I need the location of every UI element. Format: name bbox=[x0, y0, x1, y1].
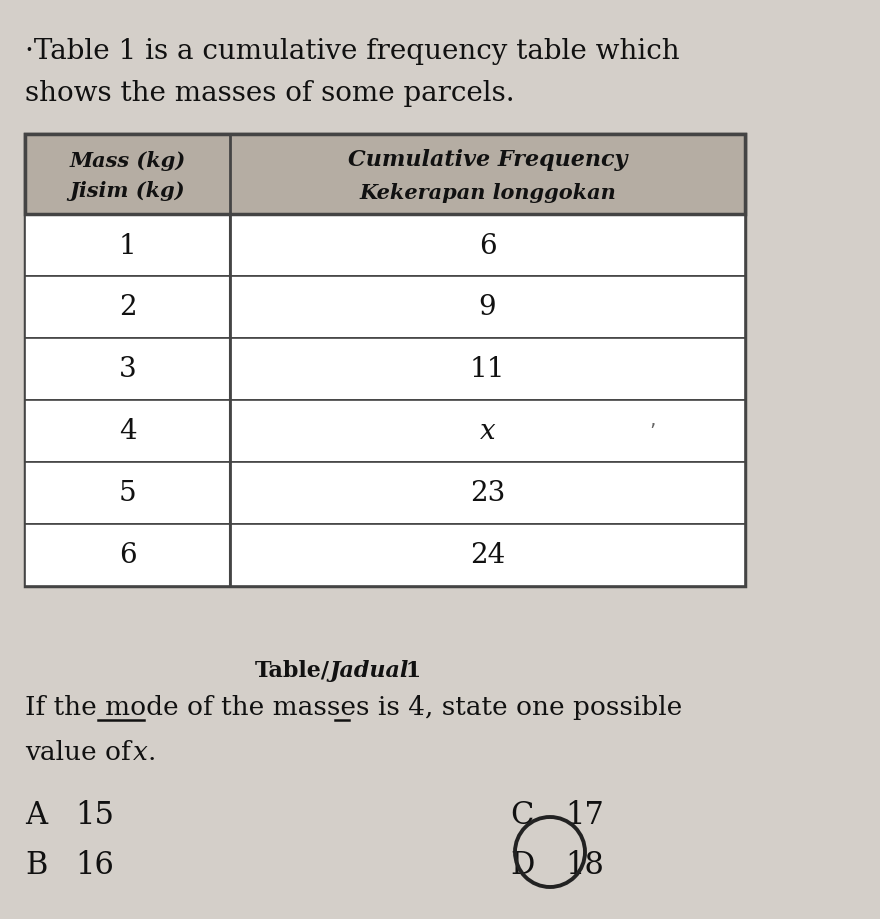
Text: 6: 6 bbox=[119, 542, 136, 569]
Text: Kekerapan longgokan: Kekerapan longgokan bbox=[359, 183, 616, 203]
Bar bbox=[25, 401, 745, 462]
Text: 5: 5 bbox=[119, 480, 136, 507]
Text: 9: 9 bbox=[479, 294, 496, 321]
Bar bbox=[25, 135, 745, 586]
Text: .: . bbox=[147, 739, 156, 765]
Text: A: A bbox=[25, 800, 48, 830]
Text: If the mode of the masses is 4, state one possible: If the mode of the masses is 4, state on… bbox=[25, 694, 682, 720]
Text: D: D bbox=[510, 849, 534, 880]
Text: ’: ’ bbox=[649, 422, 656, 441]
Text: Mass (kg): Mass (kg) bbox=[70, 151, 186, 171]
Text: shows the masses of some parcels.: shows the masses of some parcels. bbox=[25, 80, 515, 107]
Text: 24: 24 bbox=[470, 542, 505, 569]
Bar bbox=[25, 462, 745, 525]
Text: 3: 3 bbox=[119, 356, 136, 383]
Text: 17: 17 bbox=[565, 800, 604, 830]
Text: 11: 11 bbox=[470, 356, 505, 383]
Bar bbox=[25, 338, 745, 401]
Bar bbox=[25, 135, 745, 215]
Text: Cumulative Frequency: Cumulative Frequency bbox=[348, 149, 627, 171]
Text: 2: 2 bbox=[119, 294, 136, 321]
Text: x: x bbox=[133, 739, 148, 765]
Text: 1: 1 bbox=[119, 233, 136, 259]
Text: 15: 15 bbox=[75, 800, 114, 830]
Text: 18: 18 bbox=[565, 849, 604, 880]
Text: Table/: Table/ bbox=[255, 659, 330, 681]
Text: 1: 1 bbox=[398, 659, 422, 681]
Text: x: x bbox=[480, 418, 495, 445]
Text: B: B bbox=[25, 849, 48, 880]
Text: Jisim (kg): Jisim (kg) bbox=[70, 181, 186, 200]
Text: value of: value of bbox=[25, 739, 139, 765]
Text: Jadual: Jadual bbox=[330, 659, 409, 681]
Text: 4: 4 bbox=[119, 418, 136, 445]
Bar bbox=[25, 277, 745, 338]
Text: 6: 6 bbox=[479, 233, 496, 259]
Text: 23: 23 bbox=[470, 480, 505, 507]
Bar bbox=[25, 525, 745, 586]
Text: ·Table 1 is a cumulative frequency table which: ·Table 1 is a cumulative frequency table… bbox=[25, 38, 679, 65]
Text: C: C bbox=[510, 800, 533, 830]
Bar bbox=[25, 215, 745, 277]
Text: 16: 16 bbox=[75, 849, 114, 880]
